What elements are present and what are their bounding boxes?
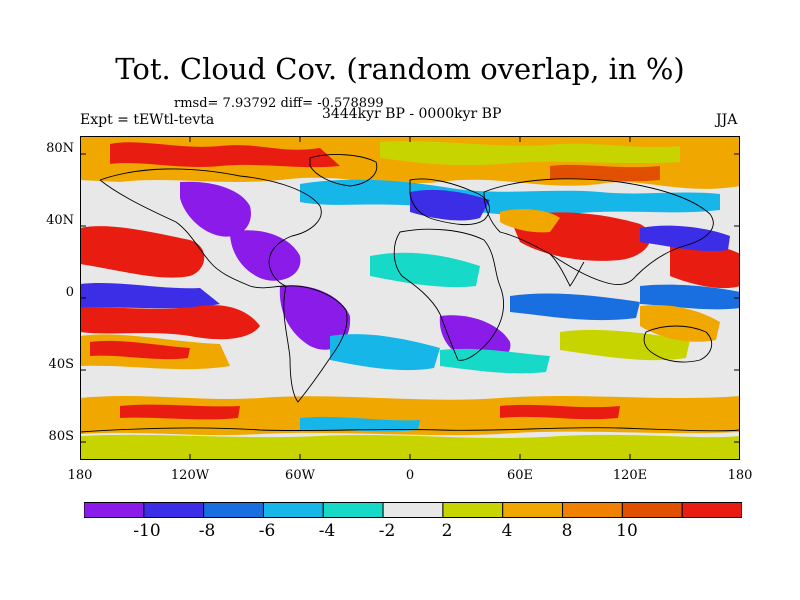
colorbar-box — [262, 502, 324, 518]
lon-label-120e: 120E — [612, 468, 648, 483]
anomaly-region-pacific-red-west — [80, 226, 205, 278]
anomaly-region-europe-violet — [410, 189, 490, 221]
lat-label-80n: 80N — [46, 141, 74, 156]
coastlines — [80, 154, 740, 433]
rmsd-diff-stats: rmsd= 7.93792 diff= -0.578899 — [174, 96, 384, 111]
colorbar-box — [621, 502, 683, 518]
colorbar-label: 4 — [501, 521, 513, 541]
anomaly-region-antarctic-orange — [80, 396, 740, 436]
anomaly-region-antarctic-red-east — [500, 404, 620, 420]
lon-label-0: 0 — [405, 468, 415, 483]
season-label: JJA — [716, 112, 738, 128]
colorbar-label: -8 — [198, 521, 216, 541]
anomaly-region-south-pacific-red — [90, 340, 190, 360]
colorbar — [84, 502, 742, 518]
anomaly-region-equatorial-red — [80, 305, 260, 340]
lat-label-40s: 40S — [48, 357, 74, 372]
lat-label-40n: 40N — [46, 213, 74, 228]
colorbar-label: -4 — [318, 521, 336, 541]
anomaly-region-arctic-red-east — [550, 164, 660, 182]
anomaly-region-pacific-red-east — [670, 243, 740, 289]
colorbar-label: 10 — [616, 521, 638, 541]
plot-title: Tot. Cloud Cov. (random overlap, in %) — [115, 52, 685, 86]
coastline-africa — [393, 228, 504, 361]
colorbar-label: -10 — [133, 521, 161, 541]
anomaly-region-north-atlantic-blue — [300, 179, 720, 216]
anomaly-region-south-atlantic-cyan — [330, 334, 440, 371]
map-tick-marks — [80, 136, 740, 460]
colorbar-box — [143, 502, 205, 518]
anomaly-region-arctic-red — [110, 142, 340, 168]
anomaly-region-asia-orange — [500, 209, 560, 233]
cloud-cover-map — [80, 136, 740, 460]
coastline-australia — [643, 325, 713, 363]
anomaly-region-antarctic-yellow — [80, 434, 740, 460]
coastline-asia — [483, 178, 714, 285]
lon-label-180w: 180 — [67, 468, 93, 483]
colorbar-box — [84, 502, 145, 518]
colorbar-box — [502, 502, 564, 518]
coastline-indian-peninsula — [549, 253, 585, 287]
coastline-north-america — [99, 168, 322, 287]
anomaly-region-gulf-violet — [230, 230, 301, 281]
anomaly-region-north-america-violet — [180, 181, 251, 237]
lon-label-60w: 60W — [285, 468, 315, 483]
coastline-greenland — [309, 154, 378, 187]
colorbar-box — [203, 502, 264, 518]
anomaly-region-arctic-yellow — [380, 141, 680, 166]
colorbar-box — [681, 502, 742, 518]
lat-label-0: 0 — [65, 285, 74, 300]
colorbar-box — [322, 502, 384, 518]
anomaly-region-antarctic-red — [120, 404, 240, 420]
anomaly-region-equatorial-violet — [80, 283, 220, 309]
anomaly-region-australia-orange — [640, 304, 720, 342]
lon-label-60e: 60E — [506, 468, 534, 483]
colorbar-box — [382, 502, 444, 518]
anomaly-region-southern-ocean-cyan — [440, 348, 550, 374]
anomaly-region-west-pacific-blue — [640, 284, 740, 310]
lon-label-180e: 180 — [727, 468, 753, 483]
colorbar-label: 8 — [561, 521, 573, 541]
colorbar-boxes — [84, 502, 742, 518]
anomaly-region-antarctic-cyan — [300, 416, 420, 432]
anomaly-region-south-america-violet — [279, 285, 351, 350]
lon-label-120w: 120W — [170, 468, 210, 483]
lat-label-80s: 80S — [48, 429, 74, 444]
colorbar-box — [562, 502, 623, 518]
experiment-label: Expt = tEWtl-tevta — [80, 112, 215, 128]
colorbar-box — [442, 502, 504, 518]
colorbar-label: 2 — [441, 521, 453, 541]
coastline-europe — [409, 178, 490, 226]
anomaly-region-south-indian-yellow — [560, 329, 690, 361]
anomaly-region-pacific-blue-east — [640, 225, 730, 252]
anomaly-region-atlantic-cyan — [370, 252, 480, 288]
coastline-south-america — [283, 285, 348, 403]
period-label: 3444kyr BP - 0000kyr BP — [322, 106, 502, 122]
anomaly-region-indian-blue — [510, 293, 640, 321]
colorbar-label: -6 — [258, 521, 276, 541]
coastline-antarctica — [80, 427, 740, 433]
coastline-north-america-west — [99, 179, 287, 289]
colorbar-label: -2 — [378, 521, 396, 541]
